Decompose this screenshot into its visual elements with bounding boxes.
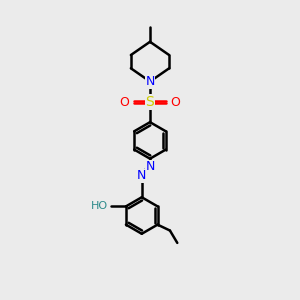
Text: HO: HO: [91, 201, 108, 212]
Text: N: N: [145, 75, 155, 88]
Text: O: O: [171, 96, 181, 109]
Text: O: O: [119, 96, 129, 109]
Text: N: N: [145, 160, 155, 173]
Text: S: S: [146, 95, 154, 109]
Text: N: N: [137, 169, 146, 182]
